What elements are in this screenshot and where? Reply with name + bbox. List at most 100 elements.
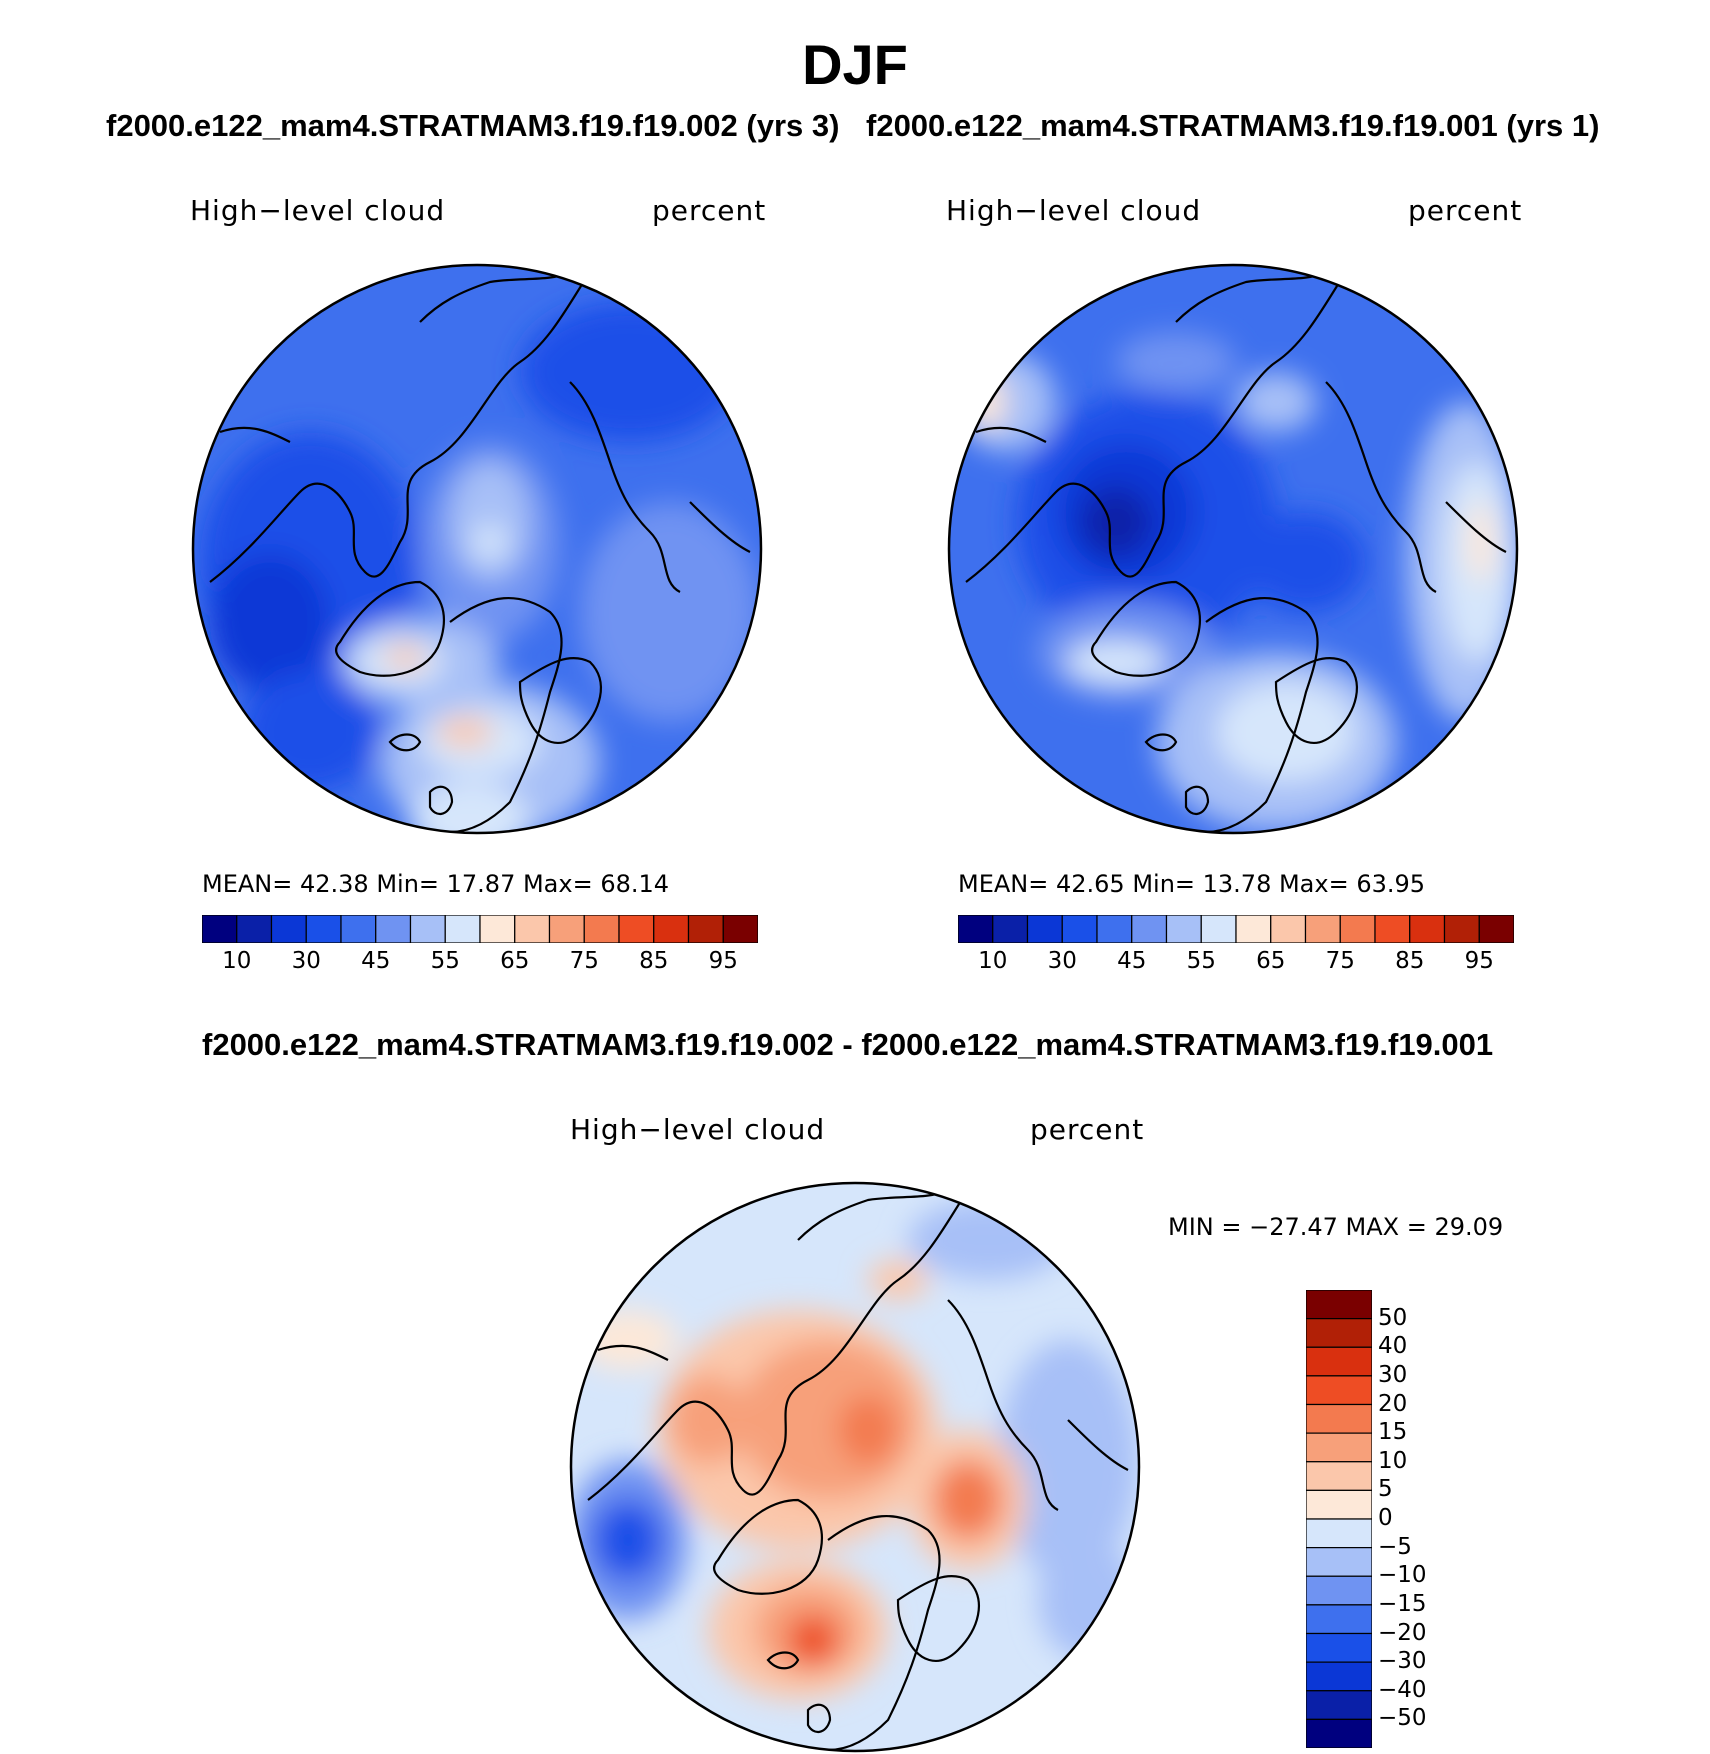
colorbar1-tick-label: 10 <box>222 948 252 974</box>
colorbar3-swatch-8 <box>1306 1518 1372 1549</box>
colorbar-difference-labels: 50 40 30 20 15 10 5 0 −5 −10 −15 −20 −30 −40 −50 <box>1378 1290 1458 1748</box>
colorbar3-tick-label: 0 <box>1378 1505 1393 1531</box>
colorbar2-tick-label: 55 <box>1186 948 1216 974</box>
colorbar2-swatch-5 <box>1131 915 1168 943</box>
colorbar3-swatch-2 <box>1306 1346 1372 1377</box>
map1-boundary <box>191 263 763 835</box>
colorbar2-swatch-11 <box>1339 915 1376 943</box>
colorbar2-swatch-15 <box>1478 915 1514 943</box>
colorbar2-swatch-8 <box>1235 915 1272 943</box>
colorbar1-swatch-10 <box>548 915 585 943</box>
colorbar1-swatch-11 <box>583 915 620 943</box>
colorbar3-tick-label: 40 <box>1378 1333 1408 1360</box>
colorbar1-tick-label: 30 <box>291 948 321 974</box>
colorbar3-swatch-13 <box>1306 1661 1372 1692</box>
colorbar3-tick-label: −5 <box>1378 1533 1412 1560</box>
colorbar1-swatch-4 <box>340 915 377 943</box>
colorbar3-tick-label: −50 <box>1378 1705 1427 1732</box>
panel1-units-label: percent <box>652 194 767 227</box>
colorbar3-tick-label: 5 <box>1378 1476 1393 1503</box>
colorbar1-swatch-9 <box>514 915 551 943</box>
colorbar2-swatch-14 <box>1443 915 1480 943</box>
colorbar3-swatch-10 <box>1306 1575 1372 1606</box>
colorbar-panel-2-labels: 10 30 45 55 65 75 85 95 <box>958 948 1514 980</box>
colorbar2-swatch-7 <box>1200 915 1237 943</box>
colorbar3-tick-label: 10 <box>1378 1447 1408 1474</box>
map2-boundary <box>947 263 1519 835</box>
colorbar-panel-2 <box>958 915 1514 943</box>
colorbar1-swatch-6 <box>409 915 446 943</box>
panel2-stats: MEAN= 42.65 Min= 13.78 Max= 63.95 <box>958 870 1426 898</box>
map3-coastlines <box>587 1189 1129 1751</box>
colorbar3-tick-label: 30 <box>1378 1361 1408 1388</box>
colorbar1-swatch-12 <box>618 915 655 943</box>
colorbar3-tick-label: −15 <box>1378 1590 1427 1617</box>
colorbar2-tick-label: 10 <box>978 948 1008 974</box>
panel3-stats: MIN = −27.47 MAX = 29.09 <box>1168 1213 1504 1241</box>
colorbar1-swatch-2 <box>270 915 307 943</box>
colorbar3-swatch-12 <box>1306 1632 1372 1663</box>
colorbar1-tick-label: 45 <box>361 948 391 974</box>
colorbar3-swatch-9 <box>1306 1547 1372 1577</box>
colorbar1-swatch-15 <box>722 915 758 943</box>
map-panel-1 <box>191 263 763 835</box>
colorbar1-swatch-0 <box>202 915 238 943</box>
colorbar1-swatch-7 <box>444 915 481 943</box>
colorbar2-swatch-1 <box>992 915 1029 943</box>
panel2-variable-label: High−level cloud <box>946 194 1202 227</box>
map3-boundary <box>569 1181 1141 1753</box>
colorbar2-swatch-13 <box>1409 915 1446 943</box>
panel3-units-label: percent <box>1030 1113 1145 1146</box>
map1-coastlines <box>209 271 751 833</box>
colorbar2-swatch-4 <box>1096 915 1133 943</box>
subtitle-difference: f2000.e122_mam4.STRATMAM3.f19.f19.002 - … <box>202 1027 1494 1062</box>
colorbar2-swatch-0 <box>958 915 994 943</box>
colorbar1-tick-label: 55 <box>430 948 460 974</box>
colorbar1-tick-label: 75 <box>569 948 599 974</box>
panel1-variable-label: High−level cloud <box>190 194 446 227</box>
colorbar1-swatch-8 <box>479 915 516 943</box>
map2-coastlines <box>965 271 1507 833</box>
panel1-stats: MEAN= 42.38 Min= 17.87 Max= 68.14 <box>202 870 670 898</box>
panel2-units-label: percent <box>1408 194 1523 227</box>
colorbar1-swatch-3 <box>305 915 342 943</box>
figure-title: DJF <box>802 33 908 96</box>
colorbar-panel-1-labels: 10 30 45 55 65 75 85 95 <box>202 948 758 980</box>
colorbar2-swatch-12 <box>1374 915 1411 943</box>
colorbar2-tick-label: 30 <box>1047 948 1077 974</box>
colorbar3-swatch-0 <box>1306 1290 1372 1320</box>
colorbar2-swatch-6 <box>1165 915 1202 943</box>
colorbar3-swatch-6 <box>1306 1461 1372 1491</box>
colorbar2-swatch-10 <box>1304 915 1341 943</box>
colorbar1-swatch-14 <box>687 915 724 943</box>
colorbar1-swatch-5 <box>375 915 412 943</box>
colorbar1-tick-label: 95 <box>708 948 738 974</box>
colorbar2-tick-label: 65 <box>1256 948 1286 974</box>
subtitle-case-1: f2000.e122_mam4.STRATMAM3.f19.f19.002 (y… <box>106 108 840 143</box>
colorbar2-tick-label: 85 <box>1395 948 1425 974</box>
colorbar2-swatch-9 <box>1270 915 1307 943</box>
colorbar3-swatch-5 <box>1306 1432 1372 1463</box>
colorbar3-swatch-14 <box>1306 1690 1372 1720</box>
colorbar2-tick-label: 95 <box>1464 948 1494 974</box>
colorbar-panel-1 <box>202 915 758 943</box>
map-panel-difference <box>569 1181 1141 1753</box>
colorbar3-swatch-1 <box>1306 1318 1372 1348</box>
colorbar2-swatch-2 <box>1026 915 1063 943</box>
colorbar3-tick-label: −10 <box>1378 1562 1427 1589</box>
colorbar1-swatch-1 <box>236 915 273 943</box>
colorbar3-tick-label: −20 <box>1378 1619 1427 1646</box>
colorbar3-tick-label: −40 <box>1378 1676 1427 1703</box>
subtitle-case-2: f2000.e122_mam4.STRATMAM3.f19.f19.001 (y… <box>866 108 1600 143</box>
colorbar3-swatch-11 <box>1306 1604 1372 1635</box>
colorbar1-swatch-13 <box>653 915 690 943</box>
colorbar-difference <box>1306 1290 1372 1748</box>
colorbar2-swatch-3 <box>1061 915 1098 943</box>
colorbar3-swatch-7 <box>1306 1489 1372 1520</box>
colorbar2-tick-label: 45 <box>1117 948 1147 974</box>
colorbar3-tick-label: 50 <box>1378 1304 1408 1331</box>
colorbar1-tick-label: 65 <box>500 948 530 974</box>
map-panel-2 <box>947 263 1519 835</box>
colorbar3-tick-label: −30 <box>1378 1648 1427 1675</box>
colorbar3-swatch-15 <box>1306 1718 1372 1748</box>
